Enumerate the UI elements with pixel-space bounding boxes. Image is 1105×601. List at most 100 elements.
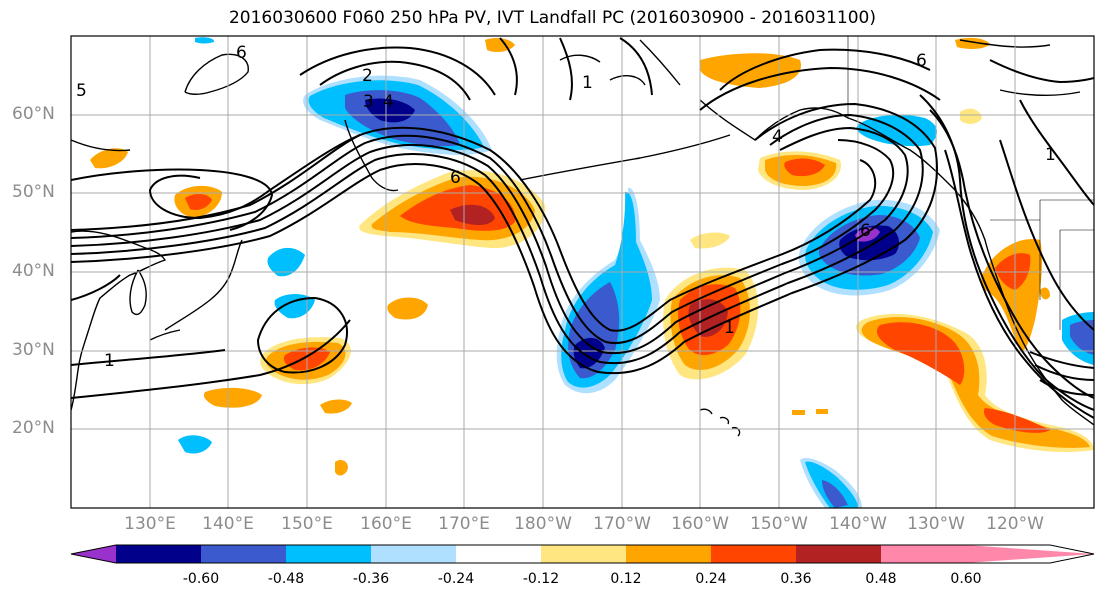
- colorbar-segment: [711, 545, 796, 563]
- pv-contours: [71, 37, 1094, 419]
- ivt-pos-region: [983, 408, 1050, 433]
- contour-label: 2: [362, 66, 373, 86]
- map-frame: [70, 35, 1095, 509]
- contour-label: 1: [104, 351, 115, 371]
- colorbar-tick-label: -0.48: [267, 571, 305, 587]
- colorbar-segment: [796, 545, 881, 563]
- ivt-neg-region: [1070, 320, 1094, 355]
- colorbar-extend-low: [71, 545, 116, 563]
- gridlines: [71, 36, 1094, 508]
- ivt-pos-region: [792, 410, 805, 415]
- colorbar-tick-label: 0.36: [780, 571, 812, 587]
- ivt-neg-region: [274, 294, 315, 319]
- pv-contour: [619, 37, 653, 96]
- colorbar-tick-label: 0.12: [610, 571, 642, 587]
- lon-label: 140°E: [202, 514, 254, 534]
- pv-contour: [919, 94, 1094, 411]
- ivt-pos-region: [876, 322, 965, 385]
- lon-label: 180°W: [514, 514, 572, 534]
- ivt-neg-region: [365, 98, 415, 123]
- contour-label: 6: [860, 221, 871, 241]
- pv-contour: [944, 149, 1094, 419]
- coastline-canada-north: [959, 39, 1081, 97]
- colorbar-segment: [456, 545, 541, 563]
- contour-label: 6: [236, 43, 247, 63]
- pv-contour: [1039, 379, 1094, 396]
- pv-contour: [71, 102, 938, 375]
- colorbar-segment: [286, 545, 371, 563]
- lon-label: 150°W: [750, 514, 808, 534]
- lat-label: 50°N: [12, 182, 55, 202]
- lat-label: 60°N: [12, 104, 55, 124]
- ivt-pos-region: [90, 148, 128, 169]
- pv-contour: [319, 60, 471, 101]
- colorbar: [70, 544, 1095, 564]
- ivt-pos-region: [320, 399, 352, 414]
- colorbar-tick-label: -0.60: [182, 571, 220, 587]
- pv-contour: [148, 134, 361, 220]
- pv-contour: [1034, 364, 1094, 381]
- pv-contour: [499, 37, 573, 101]
- lat-label: 30°N: [12, 340, 55, 360]
- contour-label: 1: [582, 73, 593, 93]
- lon-label: 130°W: [907, 514, 965, 534]
- lon-label: 130°E: [124, 514, 176, 534]
- ivt-neg-region: [195, 37, 215, 44]
- pv-contour: [929, 109, 1094, 399]
- contour-label: 5: [76, 81, 87, 101]
- lon-label: 170°E: [438, 514, 490, 534]
- colorbar-tick-label: -0.24: [437, 571, 475, 587]
- pv-contour: [989, 59, 1094, 84]
- colorbar-segment: [201, 545, 286, 563]
- lat-label: 20°N: [12, 418, 55, 438]
- pv-contour: [71, 349, 226, 366]
- pv-contour: [71, 126, 877, 332]
- lon-label: 120°W: [986, 514, 1044, 534]
- colorbar-segment: [541, 545, 626, 563]
- ivt-neg-region: [178, 435, 212, 454]
- ivt-pos-region: [203, 387, 262, 408]
- ivt-pos-region: [1040, 287, 1050, 300]
- contour-label: 4: [383, 92, 394, 112]
- coastline-japan: [149, 239, 243, 341]
- coastline-kamchatka: [344, 119, 399, 192]
- contour-labels: 2 3 4 6 6 1 1 1 4 6 5 6 1: [76, 43, 1056, 371]
- coastlines: [71, 39, 1094, 437]
- coastline-namerica: [847, 117, 1094, 426]
- coastline-arctic-islands: [559, 54, 646, 86]
- ivt-pos-region: [335, 460, 348, 476]
- lon-label: 160°E: [360, 514, 412, 534]
- colorbar-segment: [881, 545, 966, 563]
- pv-contour: [71, 319, 351, 399]
- ivt-pos-region: [185, 194, 212, 210]
- contour-label: 1: [1045, 145, 1056, 165]
- colorbar-tick-label: 0.48: [865, 571, 897, 587]
- pv-contour: [71, 274, 121, 301]
- pv-contour: [71, 134, 895, 345]
- colorbar-tick-label: 0.60: [950, 571, 982, 587]
- lon-label: 170°W: [593, 514, 651, 534]
- pv-contour: [299, 46, 496, 96]
- contour-label: 3: [363, 92, 374, 112]
- pv-contour: [71, 126, 909, 355]
- map-area: 2 3 4 6 6 1 1 1 4 6 5 6 1: [71, 36, 1094, 508]
- ivt-neg-region: [856, 114, 937, 147]
- coastline-asia: [71, 230, 167, 411]
- ivt-pos-region: [960, 108, 982, 124]
- pv-contour: [999, 139, 1094, 331]
- colorbar-segment: [116, 545, 201, 563]
- contour-label: 1: [724, 318, 735, 338]
- contour-label: 4: [772, 127, 783, 147]
- ivt-pos-region: [784, 158, 825, 177]
- pv-contour: [71, 168, 274, 231]
- pv-contour: [1029, 351, 1094, 369]
- colorbar-tick-label: -0.12: [522, 571, 560, 587]
- pv-contour: [256, 296, 348, 374]
- colorbar-segment: [371, 545, 456, 563]
- ivt-pos-region: [450, 204, 495, 225]
- colorbar-tick-label: 0.24: [695, 571, 727, 587]
- pv-contour: [719, 48, 931, 91]
- coastline-siberia: [71, 53, 249, 152]
- ivt-neg-region: [839, 225, 900, 261]
